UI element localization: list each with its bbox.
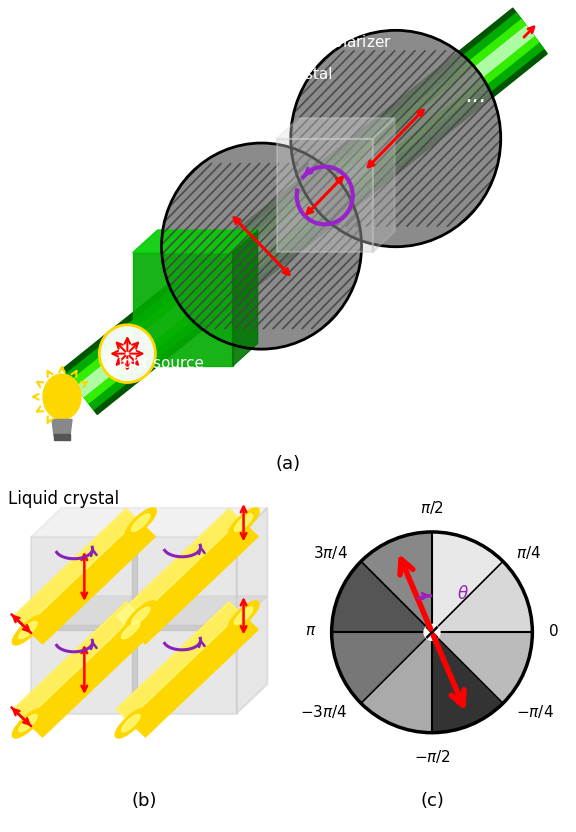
Ellipse shape xyxy=(234,514,253,532)
Polygon shape xyxy=(31,508,267,537)
Text: $\pi/2$: $\pi/2$ xyxy=(420,499,444,516)
Ellipse shape xyxy=(126,602,156,631)
Polygon shape xyxy=(116,602,258,737)
Ellipse shape xyxy=(43,374,81,419)
Polygon shape xyxy=(31,537,237,714)
Polygon shape xyxy=(54,433,70,440)
Ellipse shape xyxy=(131,607,150,625)
Wedge shape xyxy=(361,632,432,733)
Polygon shape xyxy=(13,509,156,644)
Ellipse shape xyxy=(19,715,37,732)
Wedge shape xyxy=(432,532,503,632)
Circle shape xyxy=(332,532,532,733)
Ellipse shape xyxy=(13,616,43,645)
Ellipse shape xyxy=(116,709,146,738)
Polygon shape xyxy=(13,602,138,721)
Polygon shape xyxy=(63,8,547,414)
Polygon shape xyxy=(132,253,233,366)
Text: (b): (b) xyxy=(131,792,157,810)
Polygon shape xyxy=(31,596,267,626)
Text: Color filter: Color filter xyxy=(30,176,111,191)
Polygon shape xyxy=(52,419,72,436)
Polygon shape xyxy=(373,118,395,252)
Circle shape xyxy=(425,625,439,640)
Text: $\theta$: $\theta$ xyxy=(457,585,469,603)
Text: $\frac{3\pi}{4}$ Polarizer: $\frac{3\pi}{4}$ Polarizer xyxy=(60,113,148,139)
Text: (a): (a) xyxy=(275,455,301,473)
Wedge shape xyxy=(432,562,532,632)
Text: $-\pi/2$: $-\pi/2$ xyxy=(414,749,450,765)
Ellipse shape xyxy=(13,709,43,738)
Wedge shape xyxy=(432,632,503,733)
Text: Liquid crystal: Liquid crystal xyxy=(8,490,119,508)
Polygon shape xyxy=(76,26,534,397)
Text: (c): (c) xyxy=(420,792,444,810)
Ellipse shape xyxy=(131,514,150,532)
Polygon shape xyxy=(132,230,257,253)
Text: ···: ··· xyxy=(464,92,486,112)
Polygon shape xyxy=(71,19,539,403)
Ellipse shape xyxy=(228,508,259,537)
Ellipse shape xyxy=(126,508,156,537)
Ellipse shape xyxy=(234,607,253,625)
Ellipse shape xyxy=(122,622,140,639)
Polygon shape xyxy=(276,118,395,139)
Polygon shape xyxy=(233,230,257,366)
Text: $-3\pi/4$: $-3\pi/4$ xyxy=(301,704,348,721)
Circle shape xyxy=(161,143,362,349)
Text: $\pi$: $\pi$ xyxy=(305,623,316,638)
Polygon shape xyxy=(13,602,156,737)
Ellipse shape xyxy=(122,715,140,732)
Text: $-\pi/4$: $-\pi/4$ xyxy=(516,704,554,721)
Ellipse shape xyxy=(19,622,37,639)
Text: $3\pi/4$: $3\pi/4$ xyxy=(313,544,348,561)
Wedge shape xyxy=(361,532,432,632)
Text: Light source: Light source xyxy=(110,356,204,371)
Text: $0$: $0$ xyxy=(548,622,559,639)
Polygon shape xyxy=(116,509,241,627)
Text: Liquid crystal: Liquid crystal xyxy=(230,67,332,82)
Polygon shape xyxy=(116,509,258,644)
Polygon shape xyxy=(132,537,137,714)
Polygon shape xyxy=(116,602,241,721)
Polygon shape xyxy=(31,626,237,631)
Text: $\frac{\pi}{4}$ Polarizer: $\frac{\pi}{4}$ Polarizer xyxy=(310,33,392,57)
Polygon shape xyxy=(66,13,544,409)
Wedge shape xyxy=(432,632,532,703)
Ellipse shape xyxy=(116,616,146,645)
Polygon shape xyxy=(237,508,267,714)
Ellipse shape xyxy=(228,602,259,631)
Text: $\pi/4$: $\pi/4$ xyxy=(516,544,541,561)
Polygon shape xyxy=(276,139,373,252)
Circle shape xyxy=(291,30,501,247)
Wedge shape xyxy=(332,632,432,703)
Polygon shape xyxy=(13,509,138,627)
Wedge shape xyxy=(332,562,432,632)
Circle shape xyxy=(100,324,156,383)
